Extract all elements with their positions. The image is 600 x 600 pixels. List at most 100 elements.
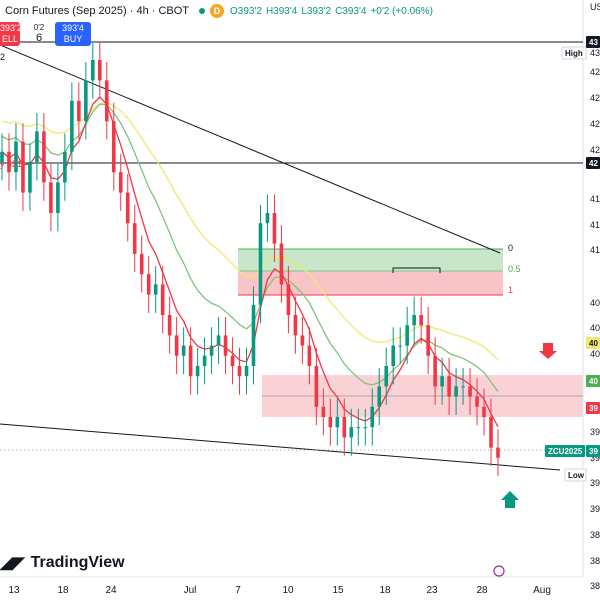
candle-body <box>447 376 451 397</box>
candle <box>482 388 486 436</box>
candle-body <box>293 315 298 336</box>
candle-body <box>321 406 326 417</box>
candle-body <box>349 427 354 438</box>
y-tick-label: 40 <box>590 349 600 359</box>
x-tick-label: 7 <box>235 585 241 596</box>
candle <box>272 194 277 262</box>
candle <box>49 164 53 232</box>
candle-body <box>335 417 340 428</box>
candle <box>440 357 444 405</box>
spread-top: 0'2 <box>33 23 45 32</box>
brand-name: TradingView <box>30 554 125 571</box>
up-arrow-icon <box>501 491 519 508</box>
candle <box>265 194 270 242</box>
price-label-box <box>586 402 600 414</box>
market-open-icon <box>199 8 206 14</box>
candle <box>356 408 361 446</box>
price-label-text: High <box>565 49 583 58</box>
candle-body <box>475 396 479 407</box>
candle <box>167 296 172 354</box>
candle-body <box>98 60 102 81</box>
candle-body <box>216 335 221 346</box>
candle-body <box>384 366 389 387</box>
candle <box>42 113 46 201</box>
candle-body <box>258 223 263 305</box>
descending-trendline <box>0 44 501 254</box>
candle <box>84 62 88 140</box>
price-label-last: 39 <box>586 445 600 457</box>
fib-label: 0.5 <box>508 264 521 274</box>
y-tick-label: 42 <box>590 67 600 77</box>
candle <box>496 429 500 477</box>
candle <box>475 378 479 426</box>
candle <box>188 327 193 395</box>
candle-body <box>70 100 74 152</box>
candle <box>0 133 4 181</box>
y-tick-label: 42 <box>590 93 600 103</box>
price-label-box <box>586 36 600 48</box>
sell-button[interactable]: 393'2 ELL <box>0 22 22 46</box>
y-tick-label: 39 <box>590 453 600 463</box>
price-label-symbol: ZCU2025 <box>545 445 585 457</box>
ohlc-values: O393'2 H393'4 L393'2 C393'4 +0'2 (+0.06%) <box>230 6 437 17</box>
ohlc-change: +0'2 (+0.06%) <box>370 5 433 17</box>
candle-body <box>91 60 95 81</box>
candle-body <box>7 151 11 173</box>
price-label-hline: 42 <box>586 157 600 169</box>
candle-body <box>412 315 416 326</box>
candle <box>328 398 333 446</box>
tradingview-logo[interactable]: ◢◤ TradingView <box>0 553 125 573</box>
support-trendline <box>0 423 561 471</box>
candle-body <box>237 366 242 377</box>
candle-body <box>42 131 46 183</box>
fib-label: 0 <box>508 243 513 253</box>
y-tick-label: 42 <box>590 145 600 155</box>
candle <box>279 225 284 303</box>
candle <box>461 368 465 405</box>
candle <box>223 317 228 375</box>
candle <box>244 347 249 395</box>
candle <box>70 82 74 171</box>
y-tick-label: 39 <box>590 504 600 514</box>
candle-body <box>209 345 214 356</box>
candle <box>286 266 291 334</box>
y-tick-label: 38 <box>590 556 600 566</box>
y-tick-label: 41 <box>590 220 600 230</box>
candle-body <box>496 447 500 458</box>
price-label-ema_green: 40 <box>586 375 600 387</box>
x-tick-label: 18 <box>57 585 69 596</box>
sell-price: 393'2 <box>0 23 22 33</box>
candle <box>77 82 81 140</box>
symbol-title[interactable]: Corn Futures (Sep 2025) · 4h · CBOT <box>5 5 190 17</box>
candle-body <box>56 182 60 213</box>
candle-body <box>195 366 200 377</box>
candle <box>160 266 165 334</box>
y-tick-label: 38 <box>590 581 600 591</box>
candle-body <box>160 284 165 315</box>
candle <box>321 388 326 436</box>
candle-body <box>391 345 396 366</box>
candle-body <box>104 80 109 122</box>
buy-button[interactable]: 393'4 BUY <box>55 22 91 46</box>
candle-body <box>14 141 18 173</box>
candle <box>111 102 116 191</box>
y-tick-label: 39 <box>590 478 600 488</box>
x-tick-label: 15 <box>332 585 344 596</box>
price-label-ema_yellow: 40 <box>586 337 600 349</box>
candle-body <box>0 151 4 162</box>
candle-body <box>125 192 130 224</box>
candle <box>91 41 95 99</box>
candle-body <box>167 315 172 336</box>
data-source-badge[interactable]: D <box>210 4 225 18</box>
x-tick-label: 23 <box>426 585 438 596</box>
candle-body <box>174 335 179 356</box>
candle-body <box>433 355 437 387</box>
candle-body <box>342 417 347 438</box>
candle <box>398 327 402 364</box>
candle-body <box>146 274 151 295</box>
candle <box>391 327 396 385</box>
price-label-box <box>586 157 600 169</box>
candle <box>433 337 437 405</box>
price-label-text: 39 <box>589 404 598 413</box>
y-tick-label: 41 <box>590 245 600 255</box>
